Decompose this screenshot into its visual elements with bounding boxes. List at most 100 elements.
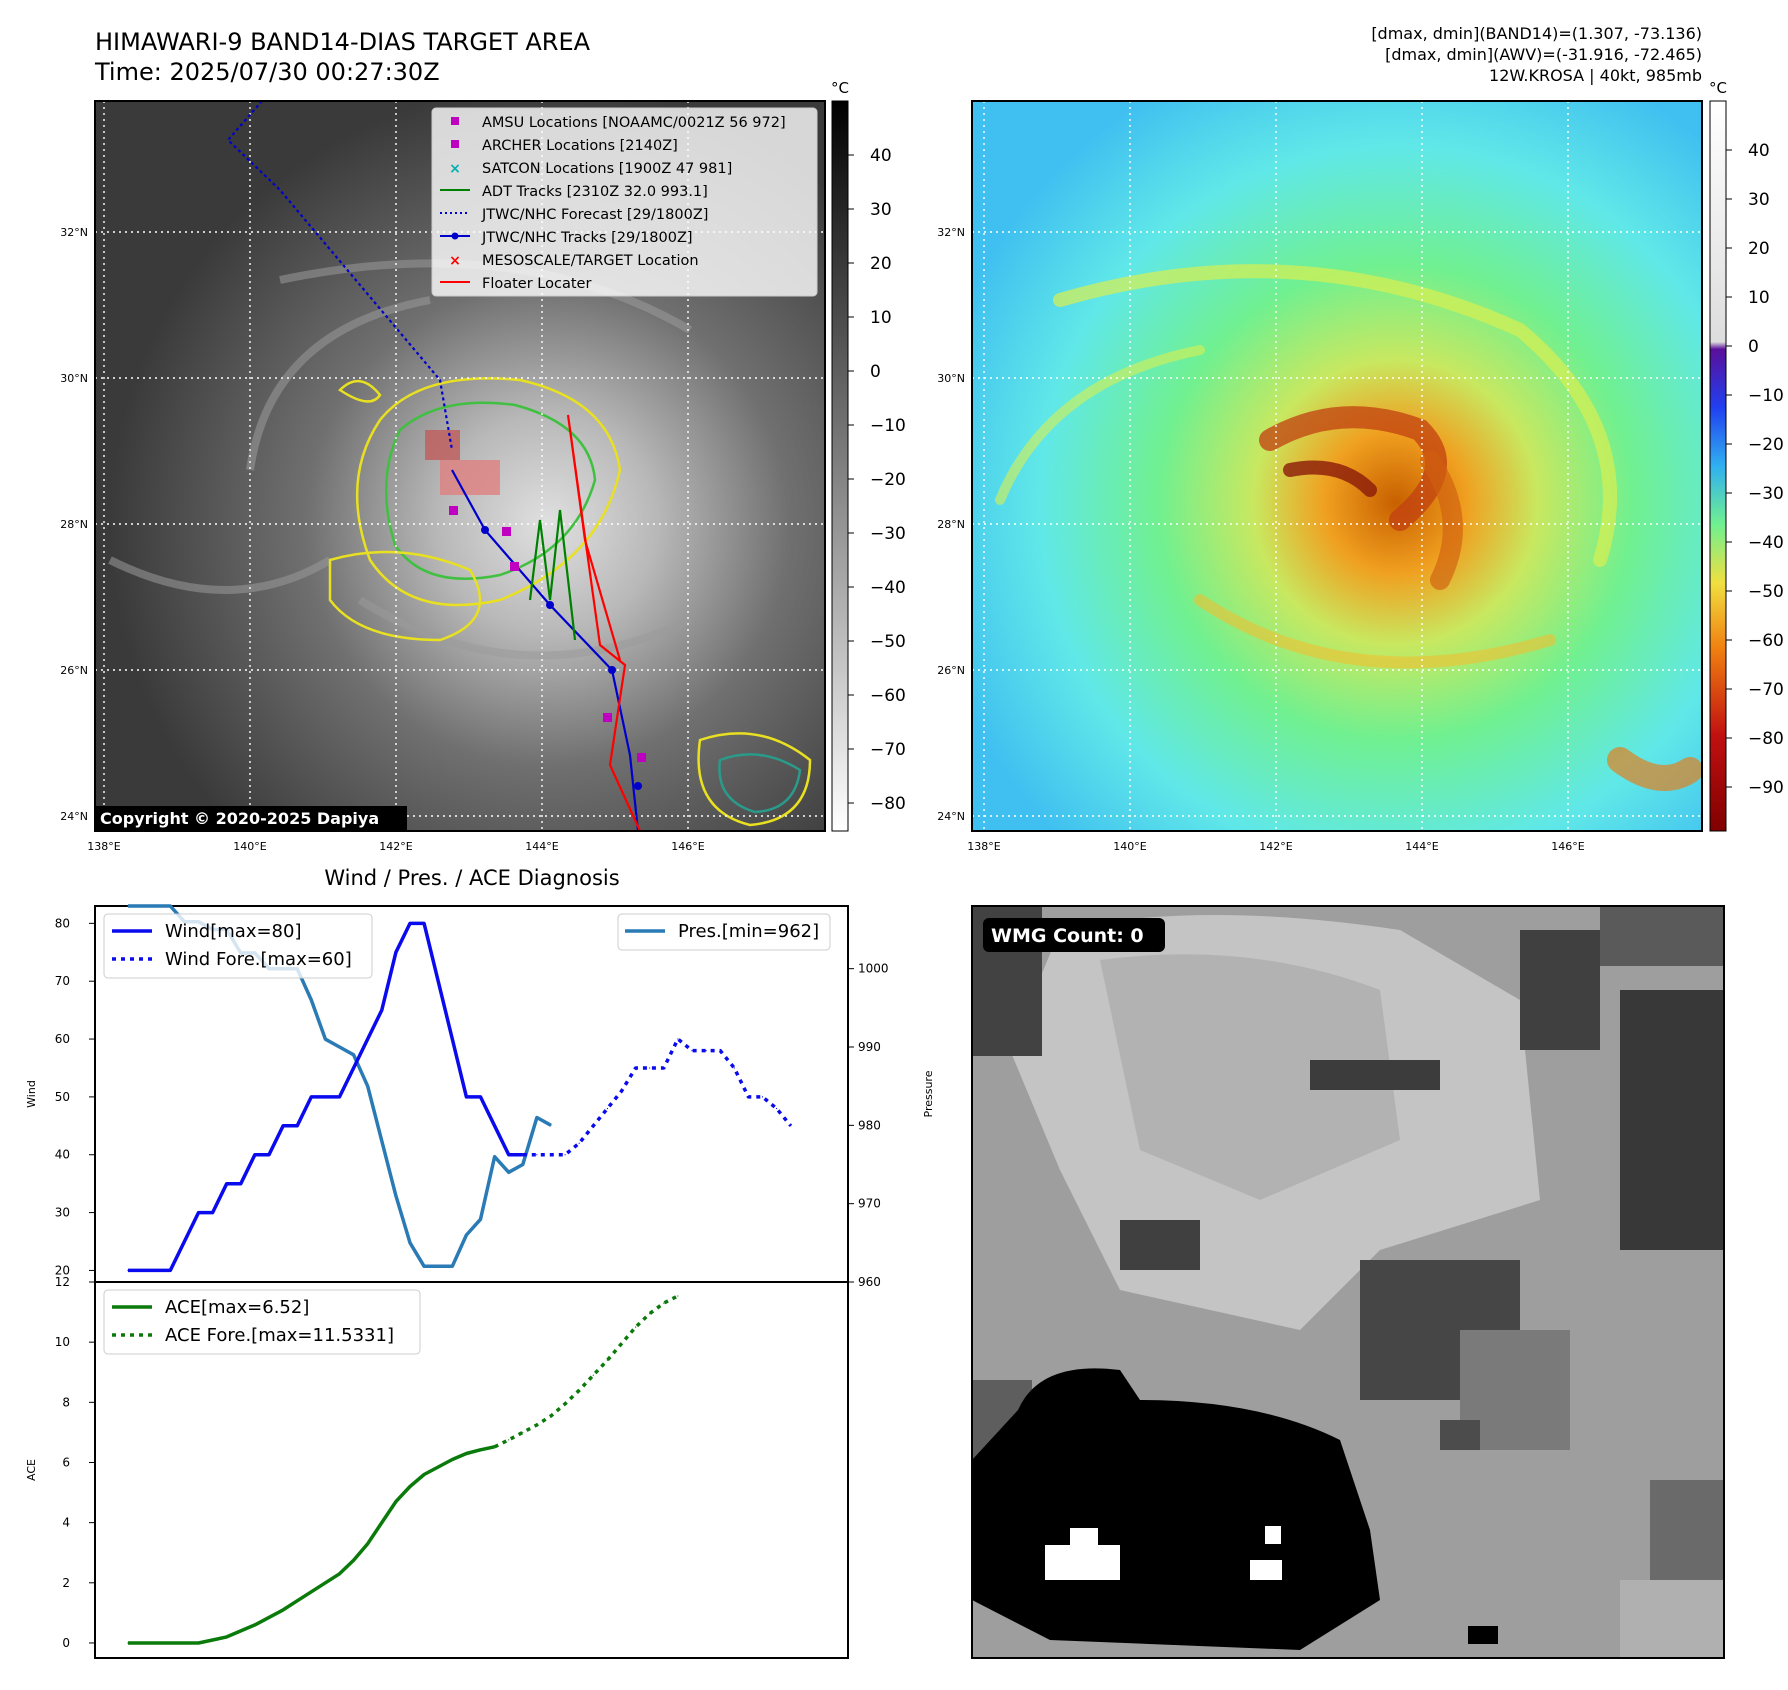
stats-line2: [dmax, dmin](AWV)=(-31.916, -72.465) [1385, 45, 1702, 64]
ace-series-line [128, 1445, 495, 1645]
wind-series-line-point [282, 1125, 284, 1127]
wind-legend: Wind[max=80] Wind Fore.[max=60] [103, 913, 373, 979]
ace-series-line-point [423, 1473, 425, 1476]
wmg-count-label: WMG Count: 0 [991, 925, 1144, 947]
pressure-series-line-point [508, 1171, 510, 1173]
ace-series-line-point [226, 1636, 228, 1638]
wind-series-line-point [451, 1038, 453, 1040]
wv-lon-tick: 144°E [1405, 840, 1438, 853]
stats-line1: [dmax, dmin](BAND14)=(1.307, -73.136) [1371, 24, 1702, 43]
wind-forecast-series-line-point [761, 1096, 764, 1098]
wv-gridlines [972, 101, 1702, 831]
wind-tick-label: 40 [55, 1148, 70, 1162]
pressure-series-line-point [536, 1116, 538, 1119]
legend-label: JTWC/NHC Forecast [29/1800Z] [481, 207, 708, 223]
wv-colorbar-tick: 0 [1748, 337, 1759, 357]
ir-lon-tick: 144°E [525, 840, 558, 853]
wv-lon-tick: 142°E [1259, 840, 1292, 853]
wv-lat-tick: 24°N [937, 810, 965, 823]
ir-colorbar-tick: −30 [870, 524, 906, 544]
ace-forecast-series-line-point [663, 1302, 665, 1304]
wv-colorbar-tick: −50 [1748, 582, 1784, 602]
ir-colorbar-tick: −80 [870, 794, 906, 814]
figure-title-line2: Time: 2025/07/30 00:27:30Z [94, 58, 440, 86]
wind-series-line-point [310, 1096, 312, 1098]
wind-series-line-point [212, 1212, 214, 1214]
wv-lat-tick: 28°N [937, 518, 965, 531]
legend-label: MESOSCALE/TARGET Location [482, 253, 699, 269]
wind-legend-label: Wind[max=80] [165, 921, 302, 942]
legend-label: ADT Tracks [2310Z 32.0 993.1] [482, 184, 708, 200]
wv-lat-tick: 32°N [937, 226, 965, 239]
pressure-legend-label: Pres.[min=962] [678, 921, 819, 942]
wind-series-line-point [169, 1269, 171, 1271]
pressure-series-line-point [423, 1265, 425, 1267]
pressure-series-line-point [310, 999, 312, 1001]
ir-colorbar-tick: 10 [870, 308, 892, 328]
wind-forecast-series-line-point [635, 1067, 637, 1069]
ace-series-line-point [451, 1458, 453, 1461]
ir-colorbar-tick: −40 [870, 578, 906, 598]
wind-forecast-series-line-point [663, 1067, 665, 1069]
wind-series-line-point [240, 1183, 242, 1185]
ir-cloud-bands [108, 259, 693, 660]
ir-colorbar-tick: −10 [870, 416, 906, 436]
pressure-series-line-point [451, 1265, 453, 1267]
wind-series-line-point [353, 1067, 355, 1069]
legend-label: ARCHER Locations [2140Z] [482, 138, 678, 154]
ace-series-line-point [395, 1501, 397, 1503]
ace-tick-label: 10 [55, 1335, 70, 1349]
ace-series-line-point [353, 1559, 355, 1561]
wv-colorbar-ticks: 40 30 20 10 0 −10 −20 −30 −40 −50 −60 −70 −80 −90 [1726, 141, 1784, 798]
ace-forecast-series-line-point [677, 1295, 679, 1297]
pressure-tick-label: 970 [858, 1197, 881, 1211]
copyright-label: Copyright © 2020-2025 Dapiya [100, 809, 379, 828]
ir-lat-tick: 32°N [60, 226, 88, 239]
wind-series-line-point [226, 1183, 228, 1185]
wv-lon-tick: 146°E [1551, 840, 1584, 853]
ace-series-line-point [367, 1543, 369, 1545]
ir-colorbar-unit: °C [831, 79, 849, 97]
ir-colorbar-tick: −50 [870, 632, 906, 652]
wind-series-line-point [423, 922, 425, 925]
wind-forecast-series-line-point [691, 1050, 693, 1052]
stats-line3: 12W.KROSA | 40kt, 985mb [1489, 66, 1702, 85]
legend-label: SATCON Locations [1900Z 47 981] [482, 161, 732, 177]
pressure-tick-label: 1000 [858, 962, 889, 976]
wind-series-line-point [381, 1009, 383, 1011]
wv-colorbar-tick: −90 [1748, 778, 1784, 798]
wind-series-line-point [437, 980, 439, 982]
wind-series-line-point [367, 1038, 369, 1040]
pressure-series-line-point [550, 1124, 552, 1126]
ace-forecast-series-line-point [592, 1374, 594, 1376]
ace-series-line-point [240, 1630, 242, 1632]
ace-forecast-series-line-point [606, 1359, 609, 1361]
ace-forecast-series-line-point [494, 1446, 496, 1448]
ace-forecast-series-line-point [550, 1415, 552, 1417]
wind-tick-label: 50 [55, 1090, 70, 1104]
wv-colorbar-tick: −10 [1748, 386, 1784, 406]
jtwc-track-line [451, 469, 640, 831]
ace-legend: ACE[max=6.52] ACE Fore.[max=11.5331] [103, 1289, 421, 1355]
pressure-series-line-point [367, 1085, 369, 1087]
pressure-series-line-point [338, 1046, 341, 1048]
wmg-blocks [972, 906, 1724, 1658]
wv-colorbar-tick: −20 [1748, 435, 1784, 455]
wind-series-line-point [183, 1240, 185, 1243]
ace-forecast-legend-label: ACE Fore.[max=11.5331] [165, 1325, 394, 1346]
pressure-legend: Pres.[min=962] [617, 913, 831, 951]
ir-colorbar-tick: −20 [870, 470, 906, 490]
legend-marker-satcon: × [449, 161, 461, 177]
pressure-series-line-point [141, 905, 143, 907]
ace-series-line-point [310, 1591, 312, 1593]
wind-tick-label: 20 [55, 1263, 70, 1277]
pressure-series-line-point [437, 1265, 439, 1267]
wind-tick-label: 80 [55, 916, 70, 930]
ir-colorbar-tick: −60 [870, 686, 906, 706]
wv-colorbar-tick: 40 [1748, 141, 1770, 161]
ace-series-line-point [296, 1600, 298, 1602]
ace-tick-label: 0 [62, 1636, 70, 1650]
wv-colorbar-tick: −80 [1748, 729, 1784, 749]
ace-series-line-point [437, 1466, 439, 1468]
ace-series-line-point [169, 1642, 171, 1644]
